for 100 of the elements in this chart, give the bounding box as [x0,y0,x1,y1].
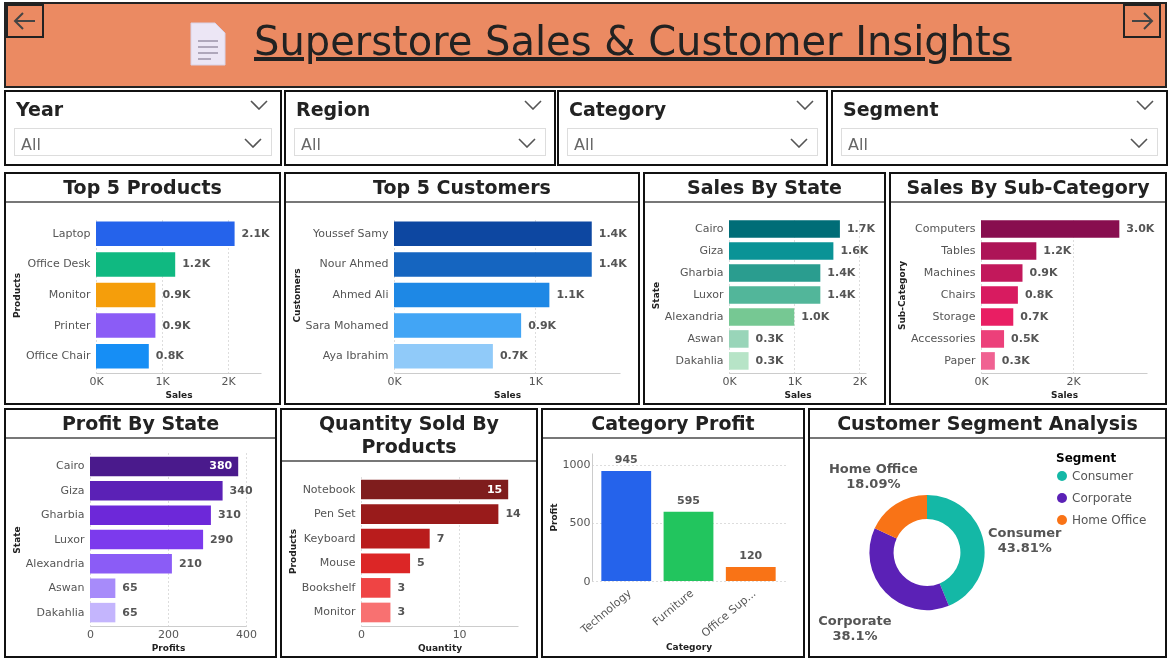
y-tick-label: Notebook [302,482,357,496]
x-tick-label: 0K [89,374,105,388]
data-label: 595 [677,493,700,507]
x-tick-label: 10 [452,627,467,641]
y-tick-label: Giza [699,244,724,258]
data-label: 0.7K [1020,309,1049,323]
data-label: 0.9K [162,318,191,332]
text: Year [16,98,64,120]
data-label: 310 [217,508,242,522]
data-label: 1.2K [1043,244,1072,258]
y-axis-title: Customers [291,268,302,323]
y-axis-title: State [11,526,22,554]
y-tick-label: 0 [583,574,591,588]
y-tick-label: Youssef Samy [311,226,389,240]
chart-title: Category Profit [543,410,803,439]
data-label: 0.8K [1024,288,1054,301]
y-tick-label: Dakahlia [36,605,85,619]
data-label: 0.8K [155,349,185,363]
y-tick-label: Laptop [52,226,91,240]
data-label: 0.7K [499,349,529,363]
x-axis-title: Sales [784,389,812,400]
slice-label: Home Office [828,460,918,476]
bar [663,511,714,581]
x-tick-label: 400 [236,627,257,641]
bar [96,221,235,247]
bar [90,529,204,550]
bar [361,553,411,574]
slice-label: Consumer [988,525,1063,541]
y-tick-label: Office Chair [25,349,91,363]
bar [729,286,821,304]
x-tick-label: 0K [722,374,738,388]
data-label: 120 [739,549,763,563]
x-tick-label: 200 [158,627,179,641]
y-tick-label: Paper [944,353,976,367]
bar [96,343,149,369]
y-tick-label: Printer [53,318,91,332]
bar [729,220,840,238]
data-label: 1.4K [598,257,628,271]
y-axis-title: State [650,281,661,310]
donut-slice [927,494,985,606]
data-label: 65 [122,605,138,619]
y-tick-label: Tables [940,244,976,258]
bar [729,330,749,348]
data-label: 0.9K [162,288,191,301]
y-tick-label: Gharbia [679,266,724,280]
y-tick-label: Keyboard [303,531,356,545]
bar [729,352,749,370]
donut-slice [874,494,927,539]
x-axis-title: Quantity [417,642,463,653]
bar [729,308,795,326]
legend-label: Consumer [1072,469,1134,483]
y-tick-label: Accessories [911,331,976,345]
x-tick-label: 0K [974,374,990,388]
y-tick-label: Computers [915,222,976,236]
y-tick-label: Nour Ahmed [319,257,389,271]
legend-label: Corporate [1072,491,1132,505]
y-tick-label: Giza [60,483,85,497]
data-label: 290 [210,532,234,546]
y-tick-label: Luxor [693,288,724,301]
data-label: 0.5K [1011,331,1040,345]
data-label: 15 [486,482,503,496]
legend-title: Segment [1056,451,1117,465]
data-label: 1.0K [801,309,830,323]
text: All [567,128,818,156]
data-label: 1.1K [556,288,585,301]
y-tick-label: Cairo [56,459,85,473]
data-label: 0.9K [1029,266,1058,280]
bar [96,252,176,277]
bar [394,282,550,308]
data-label: 38.1% [832,628,878,644]
data-label: 0.3K [755,331,785,345]
y-tick-label: Chairs [940,288,976,301]
bar [601,471,652,581]
bar [394,252,592,277]
data-label: 1.7K [846,222,876,236]
data-label: 43.81% [997,540,1052,556]
x-tick-label: 1K [155,374,171,388]
bar [981,286,1018,304]
data-label: 0.3K [1001,353,1031,367]
y-axis-title: Products [11,272,22,319]
data-label: 5 [417,556,425,570]
donut-slice [869,528,949,611]
bar [729,242,834,260]
data-label: 1.6K [840,244,869,258]
data-label: 945 [614,453,638,467]
x-axis-title: Sales [1050,389,1079,400]
bar [981,220,1120,238]
x-tick-label: 1K [528,374,544,388]
x-tick-label: 1K [787,374,803,388]
chart-title: Quantity Sold By Products [282,410,536,462]
text: All [14,128,272,156]
bar [90,602,116,623]
text: Category [569,98,667,120]
x-tick-label: 2K [852,374,868,388]
bar [725,567,776,581]
data-label: 18.09% [846,475,901,491]
bar [96,313,156,338]
bar [361,479,509,500]
data-label: 0.3K [755,353,785,367]
y-tick-label: 500 [569,516,591,530]
